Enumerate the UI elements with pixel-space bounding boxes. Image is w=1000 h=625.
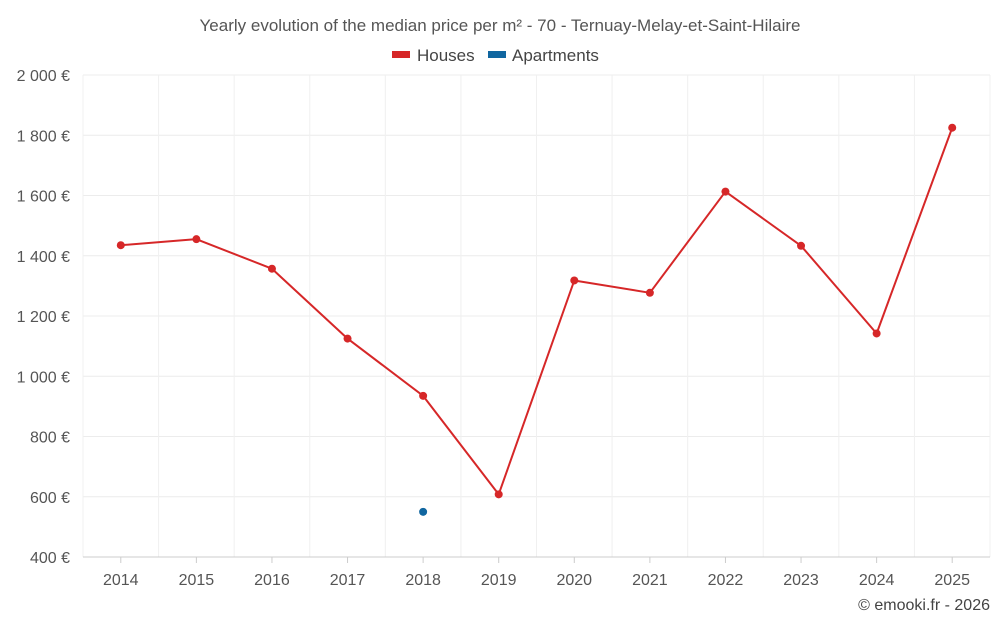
- data-point-houses-2025[interactable]: [948, 123, 957, 132]
- data-point-houses-2020[interactable]: [570, 276, 579, 285]
- x-axis-ticks: 2014 2015 2016 2017 2018 2019 2020 2021 2022 2023…: [103, 557, 970, 589]
- x-tick-label: 2014: [103, 572, 139, 589]
- y-tick-label: 2 000 €: [17, 68, 70, 85]
- x-tick-label: 2023: [783, 572, 819, 589]
- data-point-houses-2021[interactable]: [645, 288, 654, 297]
- legend-label-apartments[interactable]: Apartments: [512, 46, 599, 65]
- y-tick-label: 1 000 €: [17, 369, 70, 386]
- credit-text: © emooki.fr - 2026: [858, 597, 990, 614]
- y-tick-label: 600 €: [30, 490, 70, 507]
- x-tick-label: 2015: [179, 572, 215, 589]
- y-tick-label: 1 600 €: [17, 189, 70, 206]
- series-line-houses: [120, 127, 954, 496]
- data-point-houses-2014[interactable]: [116, 241, 125, 250]
- data-point-houses-2024[interactable]: [872, 329, 881, 338]
- x-tick-label: 2020: [556, 572, 592, 589]
- y-tick-label: 800 €: [30, 430, 70, 447]
- x-tick-label: 2024: [859, 572, 895, 589]
- x-tick-label: 2025: [934, 572, 970, 589]
- data-point-houses-2017[interactable]: [343, 334, 352, 343]
- y-tick-label: 1 800 €: [17, 128, 70, 145]
- series-layer: [116, 123, 957, 516]
- series-houses: [116, 123, 957, 499]
- x-tick-label: 2018: [405, 572, 441, 589]
- x-tick-label: 2016: [254, 572, 290, 589]
- data-point-houses-2016[interactable]: [267, 264, 276, 273]
- data-point-houses-2022[interactable]: [721, 187, 730, 196]
- data-point-houses-2018[interactable]: [419, 391, 428, 400]
- x-tick-label: 2021: [632, 572, 668, 589]
- y-tick-label: 1 400 €: [17, 249, 70, 266]
- data-point-apartments-2018[interactable]: [419, 507, 428, 516]
- y-tick-label: 1 200 €: [17, 309, 70, 326]
- legend-label-houses[interactable]: Houses: [417, 46, 475, 65]
- x-tick-label: 2019: [481, 572, 517, 589]
- legend-swatch-apartments: [488, 51, 506, 58]
- data-point-houses-2019[interactable]: [494, 490, 503, 499]
- x-tick-label: 2022: [708, 572, 744, 589]
- data-point-houses-2015[interactable]: [192, 235, 201, 244]
- y-axis-ticks: 400 € 600 € 800 € 1 000 € 1 200 € 1 400 € 1 60…: [17, 68, 70, 567]
- y-tick-label: 400 €: [30, 550, 70, 567]
- x-tick-label: 2017: [330, 572, 366, 589]
- series-apartments: [419, 507, 428, 516]
- grid: [82, 74, 991, 558]
- data-point-houses-2023[interactable]: [797, 241, 806, 250]
- legend-swatch-houses: [392, 51, 410, 58]
- legend: Houses Apartments: [392, 46, 599, 65]
- chart-title: Yearly evolution of the median price per…: [200, 16, 801, 35]
